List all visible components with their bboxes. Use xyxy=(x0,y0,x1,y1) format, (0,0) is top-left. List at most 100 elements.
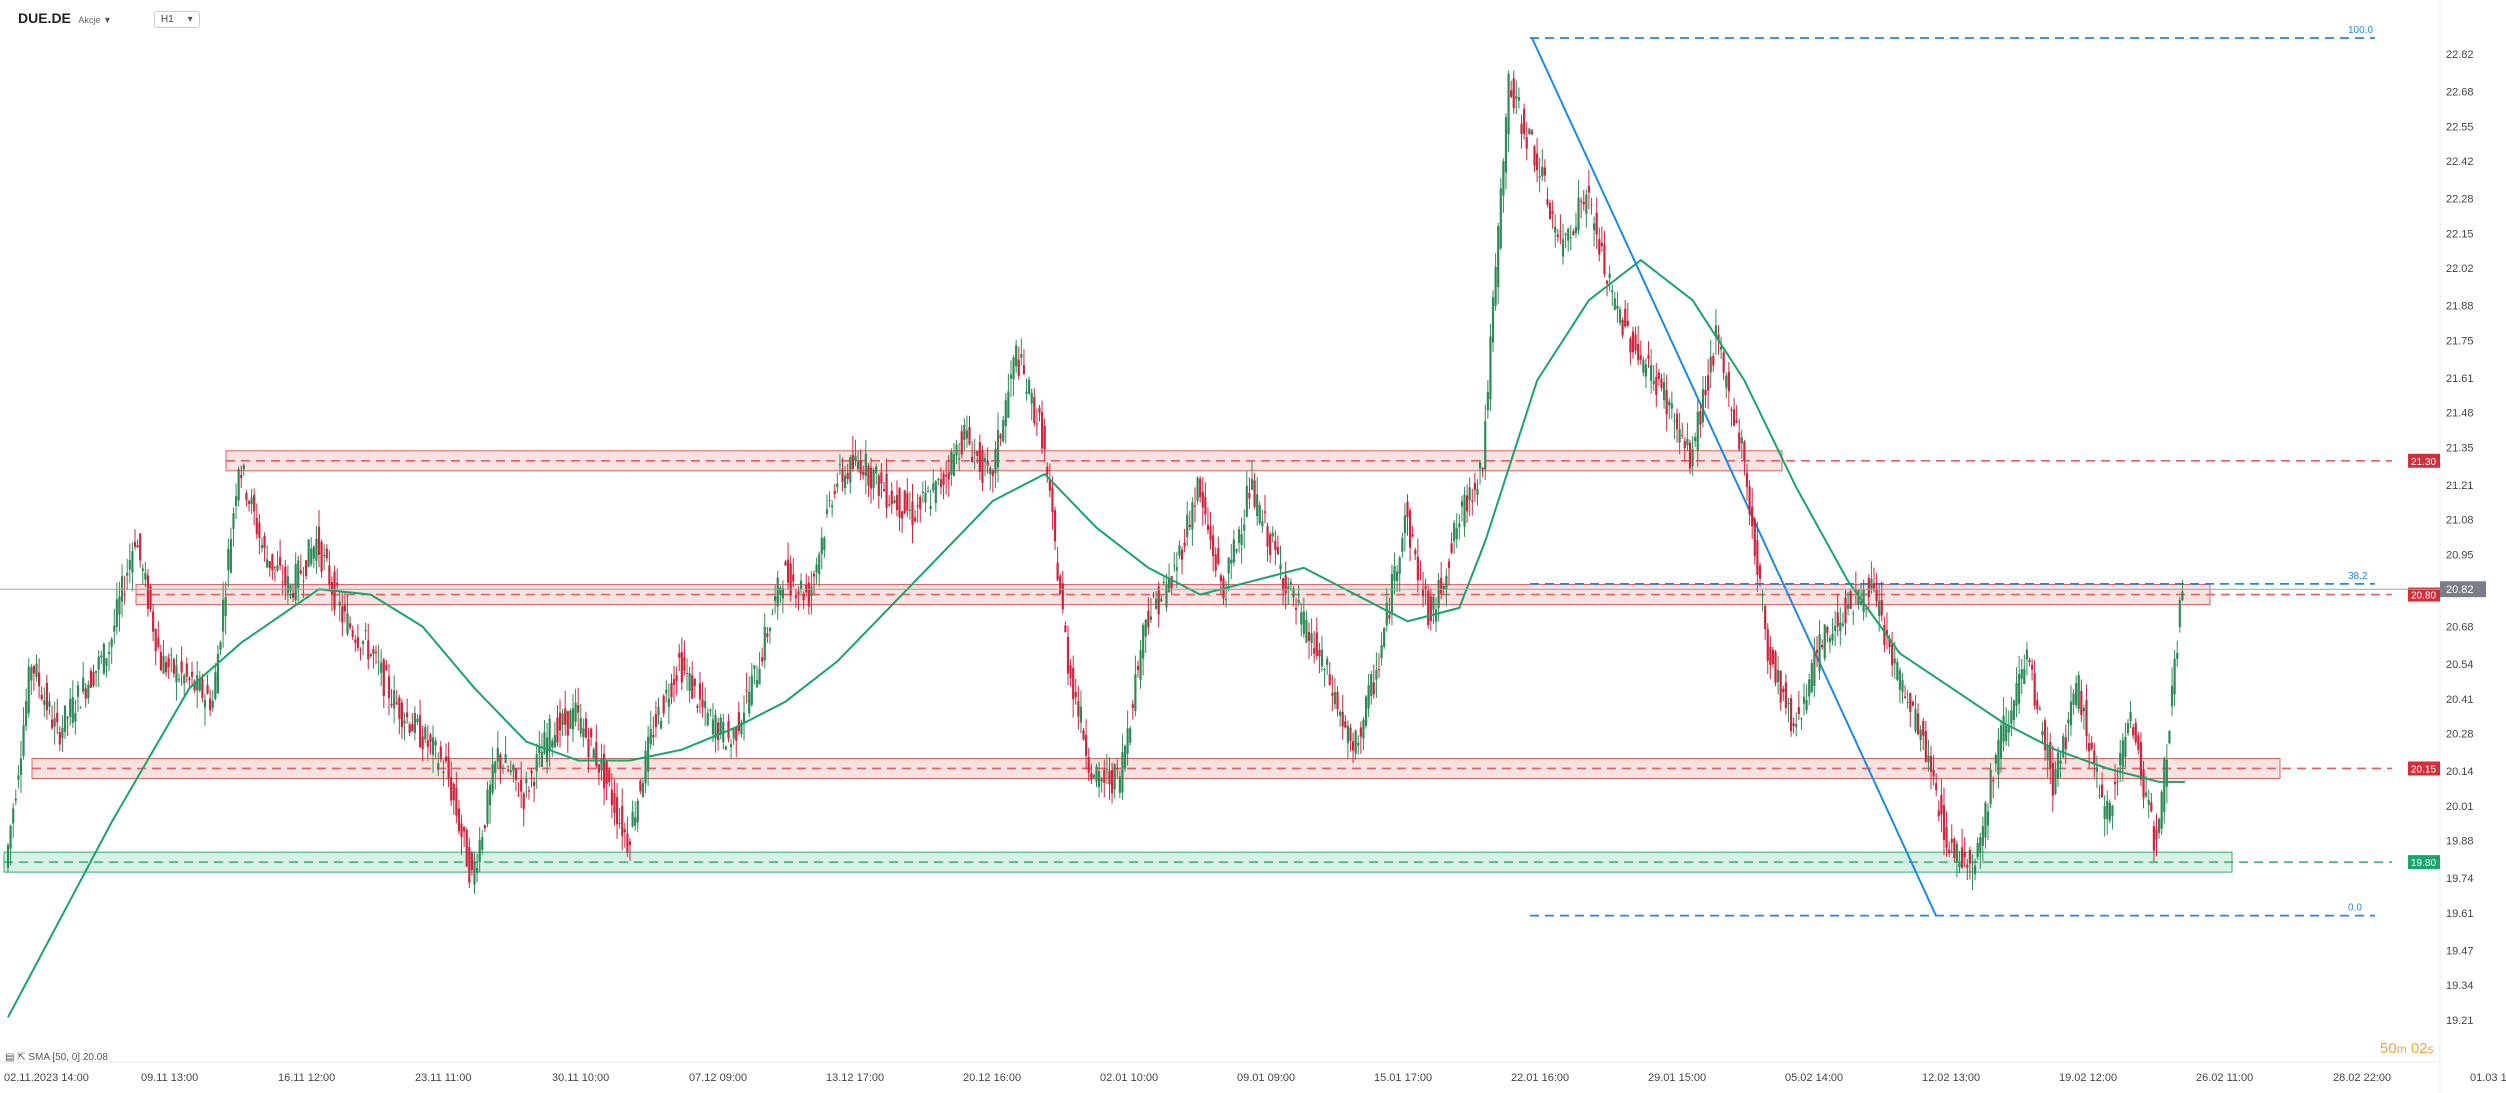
candle-body xyxy=(968,426,971,445)
candle-body xyxy=(276,565,279,571)
candle-body xyxy=(167,657,170,668)
candle-body xyxy=(483,825,486,829)
candle-body xyxy=(939,479,943,488)
candle-body xyxy=(509,770,512,772)
candle-body xyxy=(1603,244,1606,275)
candle-body xyxy=(1191,502,1194,530)
candle-body xyxy=(128,559,131,570)
instrument-selector[interactable]: DUE.DE Akcje ▾ xyxy=(18,10,110,28)
candle-body xyxy=(1116,767,1119,770)
candle-body xyxy=(105,658,108,667)
candle-body xyxy=(237,468,240,501)
candle-body xyxy=(2124,736,2127,758)
candle-body xyxy=(2160,791,2163,829)
candle-body xyxy=(315,538,318,561)
candle-body xyxy=(2111,805,2114,817)
y-tick-label: 19.88 xyxy=(2446,836,2474,848)
candle-body xyxy=(1302,611,1305,634)
candle-body xyxy=(2064,737,2067,750)
candle-body xyxy=(621,805,624,836)
candle-body xyxy=(1883,624,1886,645)
candle-body xyxy=(1650,365,1653,381)
candle-body xyxy=(971,456,974,463)
candle-body xyxy=(2176,652,2179,659)
candle-body xyxy=(579,717,582,734)
candle-body xyxy=(1564,233,1567,235)
candle-body xyxy=(1751,506,1754,527)
candle-body xyxy=(1961,847,1964,868)
candle-body xyxy=(1180,549,1184,560)
candle-body xyxy=(875,466,878,474)
candle-body xyxy=(2020,669,2023,679)
candle-body xyxy=(380,662,383,673)
candle-body xyxy=(748,691,751,714)
candle-body xyxy=(1644,364,1648,377)
candle-body xyxy=(2103,805,2106,820)
candle-body xyxy=(406,712,409,718)
candle-body xyxy=(123,593,126,595)
candle-body xyxy=(784,561,787,566)
candle-body xyxy=(110,639,113,648)
candle-body xyxy=(1852,613,1855,615)
candle-body xyxy=(418,715,422,748)
candle-body xyxy=(481,837,484,850)
candle-body xyxy=(1872,583,1876,589)
candle-body xyxy=(1670,403,1673,409)
candle-body xyxy=(1574,226,1578,234)
candle-body xyxy=(2080,690,2083,716)
candle-body xyxy=(131,551,134,573)
level-tag xyxy=(2408,855,2440,870)
candle-body xyxy=(1188,524,1191,527)
candle-body xyxy=(1629,338,1632,353)
countdown-minutes: 50 xyxy=(2380,1040,2397,1057)
candle-body xyxy=(1792,723,1795,726)
candle-body xyxy=(136,545,139,548)
candle-body xyxy=(841,469,844,483)
candle-body xyxy=(608,769,611,783)
candle-body xyxy=(152,611,155,632)
candle-body xyxy=(1108,770,1111,785)
candle-body xyxy=(517,794,520,796)
candle-body xyxy=(2018,674,2021,704)
candle-body xyxy=(950,451,953,475)
candle-body xyxy=(1248,492,1251,499)
candle-body xyxy=(504,754,507,763)
candle-body xyxy=(1271,532,1274,537)
candle-body xyxy=(1530,130,1533,135)
candle-body xyxy=(164,662,168,673)
y-tick-label: 22.02 xyxy=(2446,263,2474,275)
candle-body xyxy=(1774,651,1777,684)
candle-body xyxy=(1463,494,1466,527)
candle-body xyxy=(1878,600,1881,617)
candle-body xyxy=(338,601,341,606)
candle-body xyxy=(540,751,543,767)
candle-body xyxy=(1717,334,1720,342)
candle-body xyxy=(895,495,899,511)
y-tick-label: 22.82 xyxy=(2446,49,2474,61)
candle-body xyxy=(507,769,510,771)
candle-body xyxy=(766,633,769,638)
candle-body xyxy=(864,453,867,477)
candle-body xyxy=(268,561,271,569)
candle-body xyxy=(38,672,41,687)
indicator-legend[interactable]: ▤ ⇱ SMA [50, 0] 20.08 xyxy=(5,1052,108,1063)
symbol-label: DUE.DE xyxy=(18,10,71,26)
candle-body xyxy=(1673,420,1676,422)
candle-body xyxy=(1554,226,1557,233)
candle-body xyxy=(818,554,821,575)
candle-body xyxy=(1818,634,1821,671)
candle-body xyxy=(1344,721,1347,728)
candle-body xyxy=(926,490,930,493)
candle-body xyxy=(1152,594,1155,596)
chart-header: DUE.DE Akcje ▾ H1 ▾ xyxy=(18,8,200,30)
candle-body xyxy=(587,738,590,758)
candle-body xyxy=(797,591,800,594)
candle-body xyxy=(2132,727,2135,736)
timeframe-dropdown[interactable]: H1 ▾ xyxy=(153,10,200,28)
candle-body xyxy=(981,450,984,483)
candle-body xyxy=(1994,754,1997,764)
candle-body xyxy=(525,778,528,784)
candle-body xyxy=(1484,421,1487,470)
candle-body xyxy=(1380,645,1383,659)
